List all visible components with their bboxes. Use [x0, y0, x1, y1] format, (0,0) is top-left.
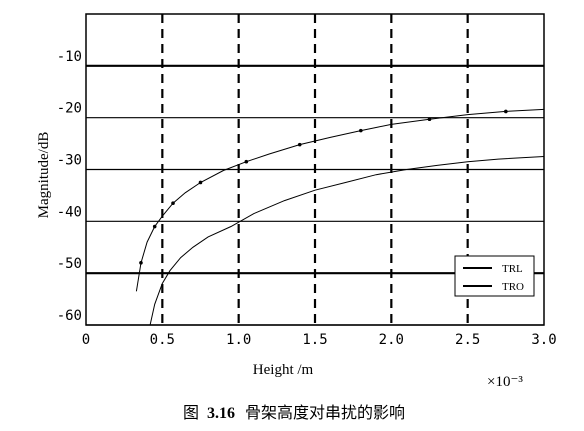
legend-label-tro: TRO	[502, 281, 524, 293]
data-point-trl	[171, 201, 175, 205]
legend: TRL TRO	[454, 255, 535, 297]
data-point-trl	[139, 261, 143, 265]
legend-box	[454, 255, 535, 297]
figure-caption: 图 3.16 骨架高度对串扰的影响	[183, 404, 405, 422]
x-tick-label: 1.0	[226, 332, 251, 348]
data-point-trl	[152, 224, 157, 229]
data-point-trl	[504, 109, 508, 114]
series-line-tro	[149, 156, 545, 326]
data-point-trl	[427, 117, 432, 122]
y-tick-label: -60	[57, 308, 82, 324]
data-point-trl	[198, 180, 203, 185]
tick-labels: -10 -20 -30 -40 -50 -600 0.5 1.0 1.5 2.0 2.5 3.0	[57, 49, 557, 348]
legend-label-trl: TRL	[502, 263, 523, 275]
y-tick-label: -10	[57, 49, 82, 65]
y-tick-label: -20	[57, 101, 82, 117]
x-tick-label: 3.0	[531, 332, 556, 348]
caption-prefix: 图	[183, 405, 199, 422]
data-point-trl	[297, 142, 302, 147]
y-tick-label: -50	[57, 256, 82, 272]
y-tick-label: -40	[57, 204, 82, 220]
x-tick-label: 2.0	[379, 332, 404, 348]
caption-number: 3.16	[207, 405, 235, 422]
x-axis-label: Height /m	[253, 362, 314, 378]
series-layer	[135, 108, 545, 326]
caption-text: 骨架高度对串扰的影响	[245, 404, 405, 422]
grid	[86, 14, 544, 326]
x-tick-label: 0	[82, 332, 90, 348]
x-axis-multiplier: ×10⁻³	[487, 374, 523, 390]
data-point-trl	[359, 128, 363, 133]
y-tick-label: -30	[57, 153, 82, 169]
x-tick-label: 0.5	[150, 332, 175, 348]
y-axis-label: Magnitude/dB	[36, 132, 52, 219]
x-tick-label: 2.5	[455, 332, 480, 348]
x-tick-label: 1.5	[302, 332, 327, 348]
data-point-trl	[244, 159, 249, 164]
